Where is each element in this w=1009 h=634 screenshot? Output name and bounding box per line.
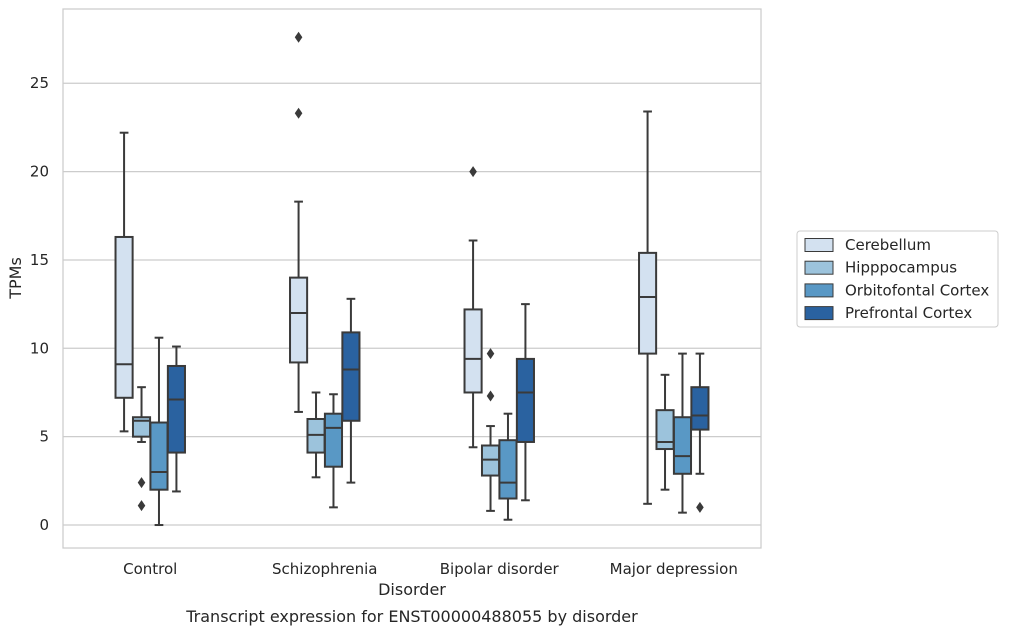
legend-label: Orbitofontal Cortex [845, 281, 989, 299]
legend-label: Prefrontal Cortex [845, 304, 972, 322]
box [114, 235, 134, 399]
box [690, 386, 710, 431]
box-group [463, 166, 483, 449]
box-group [131, 386, 152, 512]
legend-label: Cerebellum [845, 236, 931, 254]
box [463, 308, 483, 394]
box-group [323, 393, 344, 509]
box-group [672, 352, 693, 514]
outlier-point [137, 500, 146, 512]
outlier-point [486, 390, 495, 402]
box-group [149, 336, 169, 527]
x-tick-labels: Control Schizophrenia Bipolar disorder Majo… [123, 560, 738, 578]
y-tick-label: 20 [30, 163, 49, 181]
box-group [515, 303, 535, 502]
y-tick-label: 25 [30, 74, 49, 92]
box-group [166, 345, 186, 493]
y-tick-labels: 0 5 10 15 20 25 [30, 74, 49, 534]
legend-swatch [804, 238, 834, 252]
box-series [114, 31, 710, 527]
legend-swatch [804, 260, 834, 275]
x-tick-label: Major depression [610, 560, 738, 578]
box-group [655, 373, 675, 491]
box [638, 251, 658, 355]
legend-label: Hipppocampus [845, 259, 957, 277]
box [655, 409, 675, 451]
box-group [638, 110, 658, 505]
y-tick-label: 0 [39, 516, 49, 534]
legend-swatch [804, 283, 834, 298]
box-group [341, 297, 361, 484]
box [515, 357, 535, 443]
legend: Cerebellum Hipppocampus Orbitofontal Corte… [796, 230, 999, 328]
x-tick-label: Schizophrenia [272, 560, 377, 578]
y-tick-label: 15 [30, 251, 49, 269]
box-group [498, 412, 518, 521]
chart-caption: Transcript expression for ENST0000048805… [185, 607, 638, 626]
x-tick-label: Control [123, 560, 177, 578]
outlier-point [294, 31, 303, 43]
box [149, 421, 169, 491]
x-axis-label: Disorder [378, 580, 446, 599]
outlier-point [486, 348, 495, 360]
outlier-point [294, 107, 303, 119]
box [498, 439, 518, 500]
box-group [289, 31, 309, 413]
plot-frame [62, 8, 762, 549]
box [289, 276, 309, 364]
box [323, 412, 344, 468]
outlier-point [696, 501, 704, 513]
legend-items: Cerebellum Hipppocampus Orbitofontal Corte… [804, 236, 989, 322]
box [166, 364, 186, 454]
outlier-point [469, 166, 477, 178]
box [672, 416, 693, 475]
y-axis-label: TPMs [6, 257, 25, 300]
legend-swatch [804, 306, 834, 321]
y-tick-label: 5 [39, 428, 49, 446]
legend-frame [796, 230, 999, 328]
box [341, 331, 361, 422]
x-tick-label: Bipolar disorder [440, 560, 560, 578]
box-group [690, 352, 710, 513]
y-tick-label: 10 [30, 339, 49, 357]
box-group [114, 131, 134, 433]
outlier-point [137, 477, 146, 489]
